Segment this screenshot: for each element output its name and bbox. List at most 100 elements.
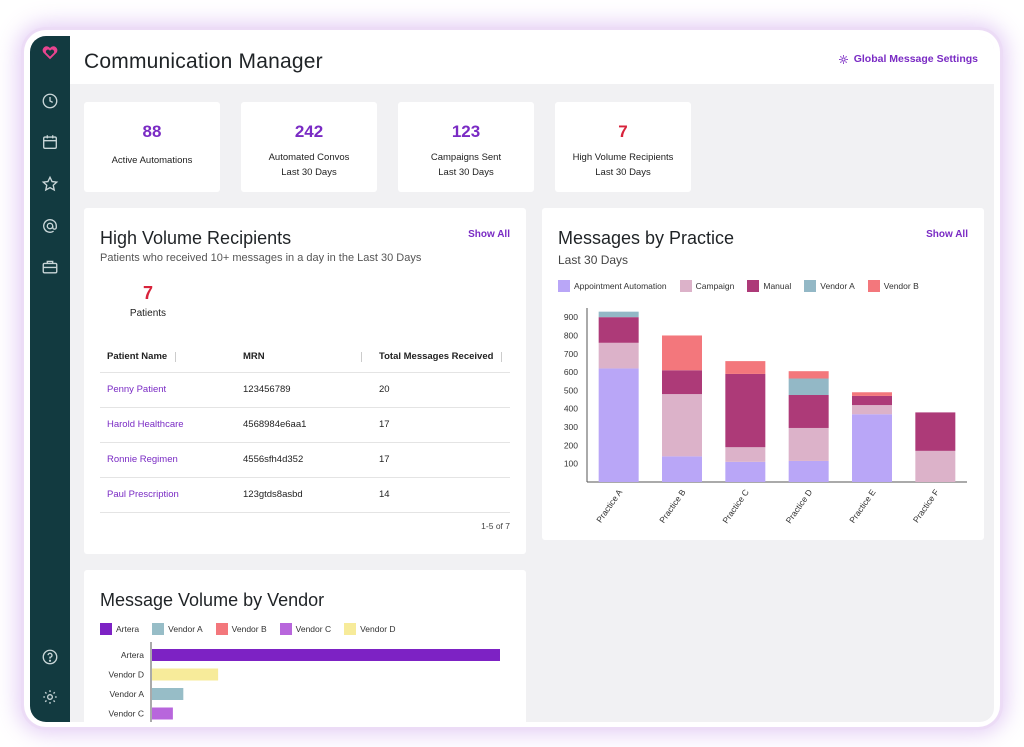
- settings-icon[interactable]: [41, 688, 59, 706]
- x-tick-label: Practice C: [720, 487, 751, 525]
- y-tick-label: 500: [564, 385, 578, 395]
- legend-item[interactable]: Vendor B: [215, 623, 267, 635]
- bar-segment: [598, 311, 639, 318]
- messages-by-practice-chart: 100 200 300 400 500 600 700 800 900 Practice A Pra…: [564, 308, 967, 525]
- bar-segment: [852, 395, 892, 406]
- page-title: Communication Manager: [84, 50, 323, 73]
- card-title: Messages by Practice: [558, 228, 735, 248]
- legend-label: Appointment Automation: [574, 281, 667, 291]
- bar-segment: [852, 392, 892, 396]
- legend-label: Vendor D: [360, 624, 396, 634]
- x-tick-label: Practice B: [657, 487, 688, 525]
- legend-swatch: [747, 280, 760, 292]
- y-tick-label: 300: [564, 422, 578, 432]
- vendor-bar: [152, 707, 173, 720]
- y-tick-label: 400: [564, 404, 578, 414]
- global-message-settings-link[interactable]: Global Message Settings: [838, 53, 978, 65]
- card-subtitle: Patients who received 10+ messages in a …: [100, 252, 422, 264]
- legend-item[interactable]: Appointment Automation: [558, 280, 667, 292]
- legend-swatch: [100, 623, 112, 635]
- main-content: Communication Manager Global Message Set…: [70, 36, 994, 722]
- legend-label: Vendor A: [168, 624, 203, 634]
- recipients-table: Patient Name MRN Total Messages Received…: [100, 342, 510, 513]
- bar-segment: [662, 335, 702, 371]
- patient-name-link[interactable]: Penny Patient: [100, 372, 236, 408]
- bar-segment: [788, 395, 829, 428]
- mrn-cell: 123456789: [236, 372, 372, 408]
- stat-value: 88: [142, 122, 162, 141]
- bar-segment: [788, 427, 829, 461]
- at-sign-icon[interactable]: [41, 217, 59, 235]
- legend-swatch: [344, 623, 357, 635]
- total-cell: 17: [372, 442, 510, 478]
- y-tick-label: 700: [564, 349, 578, 359]
- patient-name-link[interactable]: Harold Healthcare: [100, 407, 236, 443]
- stat-card-automated-convos[interactable]: 242 Automated Convos Last 30 Days: [241, 102, 377, 192]
- legend-label: Vendor B: [231, 624, 267, 634]
- bar-segment: [598, 342, 639, 369]
- x-tick-label: Practice A: [594, 487, 624, 524]
- briefcase-icon[interactable]: [41, 258, 59, 276]
- app-window: Communication Manager Global Message Set…: [24, 30, 1000, 727]
- legend-swatch: [279, 623, 292, 635]
- legend-item[interactable]: Vendor D: [344, 623, 396, 635]
- y-tick-label: 600: [564, 367, 578, 377]
- star-icon[interactable]: [41, 175, 59, 193]
- legend-swatch: [152, 623, 165, 635]
- help-icon[interactable]: [41, 648, 59, 666]
- legend-label: Campaign: [695, 281, 735, 291]
- messages-by-practice-card: Messages by Practice Show All Last 30 Da…: [542, 208, 984, 540]
- heart-logo-icon[interactable]: [41, 44, 59, 62]
- stat-card-high-volume-recipients[interactable]: 7 High Volume Recipients Last 30 Days: [555, 102, 691, 192]
- stat-value: 123: [451, 122, 481, 141]
- patient-name-link[interactable]: Paul Prescription: [100, 477, 236, 513]
- stat-card-campaigns-sent[interactable]: 123 Campaigns Sent Last 30 Days: [398, 102, 534, 192]
- stat-value: 242: [294, 122, 324, 141]
- y-tick-label: 200: [564, 440, 578, 450]
- show-all-link[interactable]: Show All: [926, 229, 968, 240]
- column-header[interactable]: Total Messages Received: [372, 342, 510, 373]
- bar-segment: [598, 368, 639, 482]
- total-cell: 14: [372, 477, 510, 513]
- calendar-icon[interactable]: [41, 133, 59, 151]
- bar-segment: [662, 394, 702, 457]
- legend-item[interactable]: Vendor A: [804, 280, 855, 292]
- column-header[interactable]: Patient Name: [100, 342, 236, 373]
- legend-item[interactable]: Manual: [747, 280, 791, 292]
- bar-segment: [725, 361, 766, 374]
- show-all-link[interactable]: Show All: [468, 229, 510, 240]
- clock-icon[interactable]: [41, 92, 59, 110]
- legend-item[interactable]: Vendor A: [152, 623, 203, 635]
- mrn-cell: 123gtds8asbd: [236, 477, 372, 513]
- x-tick-label: Practice F: [911, 487, 941, 524]
- table-row: Penny Patient 123456789 20: [100, 372, 510, 408]
- card-title: Message Volume by Vendor: [100, 590, 325, 610]
- legend-item[interactable]: Vendor C: [279, 623, 332, 635]
- stat-label: High Volume Recipients Last 30 Days: [572, 152, 674, 178]
- legend-swatch: [215, 623, 228, 635]
- total-cell: 17: [372, 407, 510, 443]
- stat-label: Campaigns Sent Last 30 Days: [430, 152, 502, 178]
- bar-segment: [915, 450, 956, 482]
- bar-segment: [725, 447, 766, 462]
- y-tick-label: 900: [564, 312, 578, 322]
- legend-item[interactable]: Artera: [100, 623, 139, 635]
- legend-item[interactable]: Vendor B: [867, 280, 919, 292]
- global-message-settings-label: Global Message Settings: [853, 53, 978, 65]
- bar-segment: [788, 371, 829, 379]
- bar-segment: [725, 373, 766, 448]
- stat-label: Active Automations: [111, 155, 193, 166]
- y-tick-label: Vendor A: [109, 689, 144, 699]
- patient-name-link[interactable]: Ronnie Regimen: [100, 442, 236, 478]
- bar-segment: [598, 317, 639, 343]
- table-header-row: Patient Name MRN Total Messages Received: [100, 342, 510, 373]
- bar-segment: [852, 405, 892, 415]
- stat-card-active-automations[interactable]: 88 Active Automations: [84, 102, 220, 192]
- legend-label: Vendor C: [295, 624, 332, 634]
- column-header[interactable]: MRN: [236, 342, 372, 373]
- table-row: Harold Healthcare 4568984e6aa1 17: [100, 407, 510, 443]
- legend-item[interactable]: Campaign: [679, 280, 735, 292]
- legend-label: Manual: [763, 281, 792, 291]
- legend-label: Vendor A: [820, 281, 855, 291]
- total-cell: 20: [372, 372, 510, 408]
